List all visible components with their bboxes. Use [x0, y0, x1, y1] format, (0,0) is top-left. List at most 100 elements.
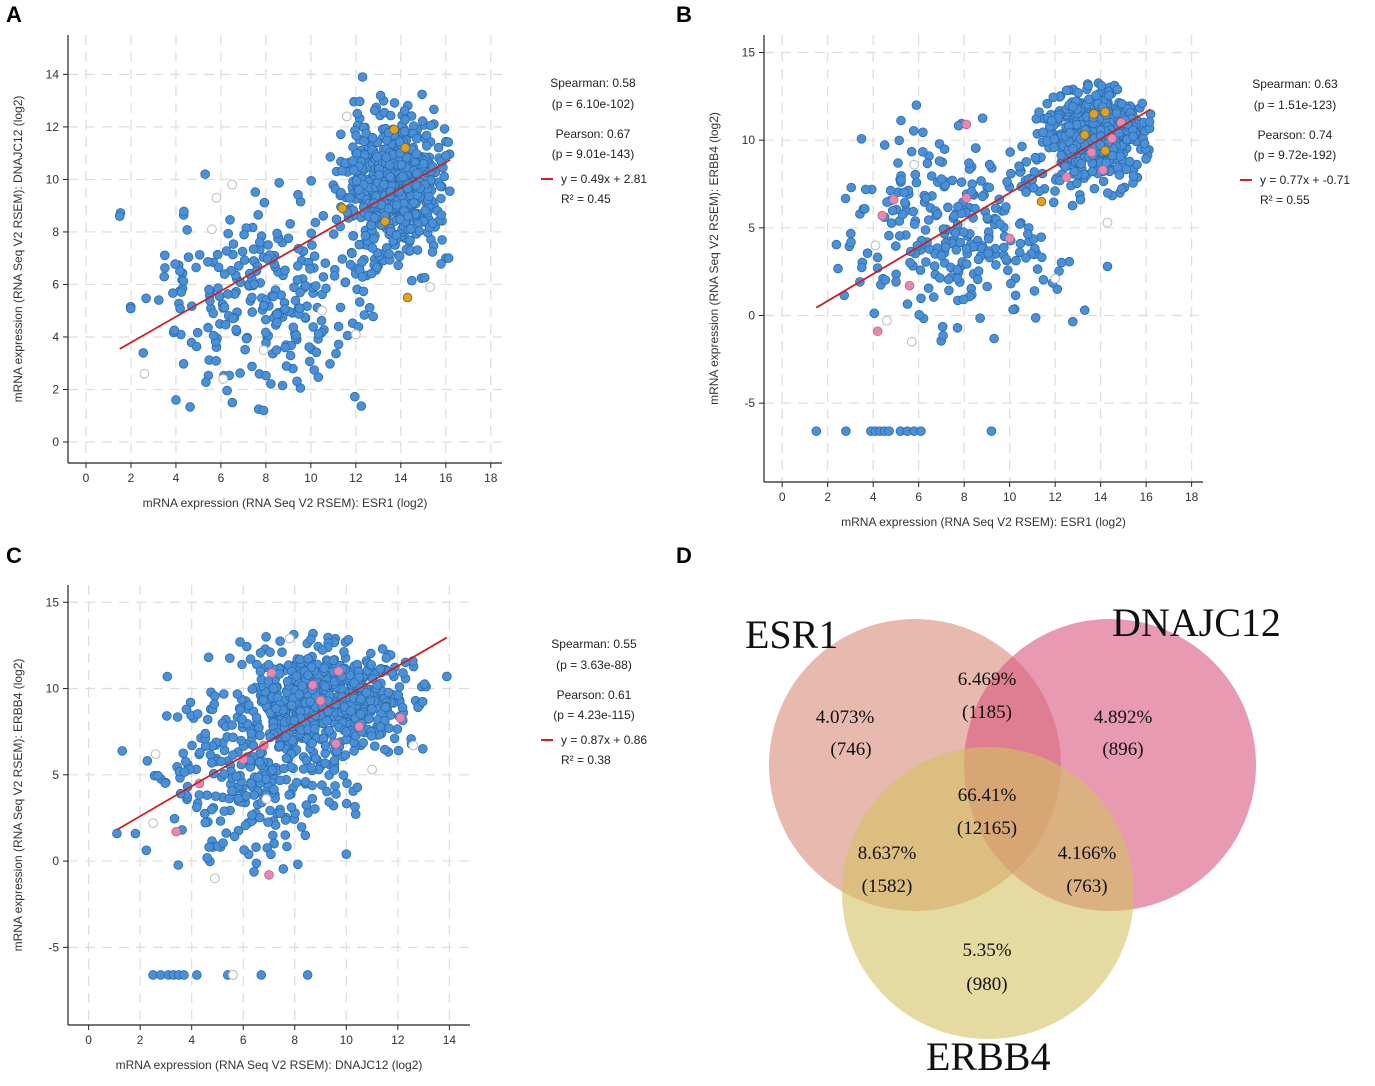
data-point	[179, 767, 190, 777]
fit-equation: y = 0.87x + 0.86	[561, 733, 647, 747]
venn-region-esr1-count: (746)	[830, 739, 871, 760]
data-point	[331, 348, 341, 359]
data-point	[436, 210, 447, 220]
data-point	[355, 709, 366, 719]
data-point	[298, 764, 309, 774]
data-point	[228, 239, 239, 249]
spearman-label: Spearman: 0.55	[551, 637, 637, 651]
data-point-pink	[1004, 233, 1015, 244]
data-point	[337, 254, 348, 264]
data-point-open	[341, 111, 352, 122]
data-point	[201, 377, 211, 388]
venn-region-esr1-dnajc12-percent: 6.469%	[958, 669, 1017, 690]
data-point	[393, 690, 404, 700]
data-point	[1038, 274, 1049, 285]
venn-circle-erbb4	[842, 747, 1134, 1039]
data-point	[350, 801, 360, 812]
x-tick-label: 10	[304, 471, 318, 485]
data-point	[251, 858, 262, 869]
data-point	[204, 842, 214, 852]
data-point-open	[209, 873, 220, 884]
data-point	[284, 789, 295, 800]
data-point	[125, 303, 136, 314]
data-point	[313, 372, 324, 383]
data-point	[329, 755, 340, 766]
data-point	[244, 700, 254, 710]
data-point	[267, 765, 278, 775]
data-point	[417, 743, 428, 754]
data-point	[862, 248, 873, 259]
data-point	[261, 631, 271, 642]
data-point	[406, 275, 417, 286]
data-point	[239, 229, 249, 240]
data-point	[1037, 252, 1047, 263]
data-point	[921, 193, 931, 203]
x-tick-label: 0	[779, 490, 786, 504]
data-point	[239, 255, 250, 265]
data-point	[999, 242, 1009, 253]
data-point	[374, 170, 384, 180]
data-point	[970, 143, 981, 153]
data-point-open	[150, 749, 161, 759]
data-point-open	[148, 818, 158, 829]
y-axis-label: mRNA expression (RNA Seq V2 RSEM): DNAJC…	[11, 96, 25, 403]
data-point	[944, 285, 954, 296]
data-point	[369, 234, 379, 244]
data-point	[375, 90, 386, 101]
data-point	[380, 702, 391, 712]
data-point-open	[408, 740, 419, 751]
data-point	[263, 817, 273, 827]
data-point	[300, 280, 311, 291]
data-point	[922, 158, 933, 169]
data-point	[1052, 284, 1063, 295]
data-point	[294, 689, 305, 700]
data-point-open	[139, 368, 150, 379]
data-point	[310, 753, 321, 764]
data-point	[222, 385, 232, 396]
data-point	[325, 358, 335, 369]
data-point	[1102, 261, 1113, 272]
data-point	[309, 365, 320, 375]
data-point	[168, 288, 178, 298]
data-point	[414, 226, 425, 236]
data-point	[275, 808, 286, 818]
data-point	[247, 307, 258, 317]
data-point	[268, 291, 279, 302]
data-point	[261, 774, 271, 784]
data-point	[112, 828, 122, 839]
data-point	[258, 695, 269, 706]
data-point	[897, 209, 908, 220]
fit-equation: y = 0.49x + 2.81	[561, 172, 647, 186]
data-point	[333, 321, 344, 332]
data-point	[215, 816, 226, 826]
data-point	[302, 970, 313, 980]
data-point	[952, 264, 963, 275]
regression-line	[815, 108, 1152, 309]
data-point	[1006, 168, 1016, 179]
data-point-highlight	[1036, 196, 1047, 207]
data-point	[310, 804, 320, 814]
data-point	[951, 245, 962, 255]
data-point	[397, 702, 408, 713]
pearson-p: (p = 4.23e-115)	[553, 708, 635, 722]
x-tick-label: 14	[1094, 490, 1108, 504]
data-point	[910, 169, 921, 180]
data-point	[267, 830, 278, 841]
data-point-highlight	[389, 124, 399, 135]
data-point	[237, 659, 247, 670]
data-point	[1102, 188, 1113, 198]
data-point	[982, 281, 992, 292]
data-point	[425, 120, 436, 131]
data-point	[228, 750, 238, 760]
data-point	[307, 780, 318, 791]
data-point	[344, 193, 355, 203]
data-point	[894, 231, 905, 241]
data-point	[331, 214, 342, 225]
data-point	[940, 242, 951, 252]
data-point-highlight	[400, 143, 411, 153]
data-point	[241, 333, 252, 344]
data-point	[354, 239, 365, 250]
data-point	[318, 272, 329, 282]
data-point	[427, 218, 438, 229]
x-tick-label: 18	[484, 471, 498, 485]
